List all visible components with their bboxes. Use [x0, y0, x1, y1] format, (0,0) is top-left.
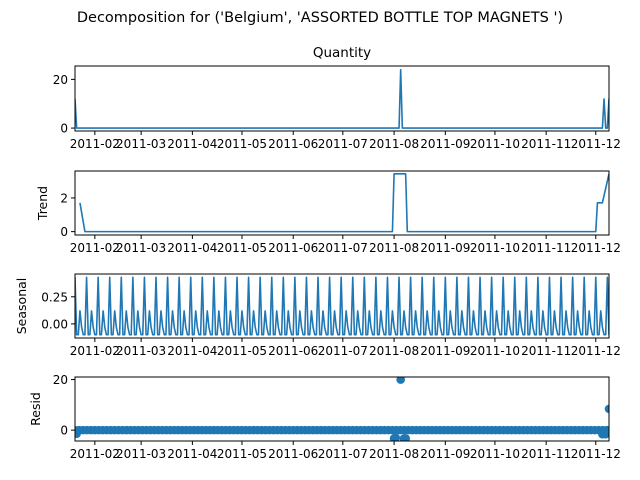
figure-title: Decomposition for ('Belgium', 'ASSORTED … [77, 10, 563, 26]
axes-frame [74, 65, 610, 132]
x-tick-label: 2011-03 [116, 447, 166, 461]
x-tick-label: 2011-02 [70, 344, 120, 358]
plot-area [75, 377, 609, 441]
resid-outlier [391, 433, 401, 441]
x-tick-label: 2011-12 [571, 137, 621, 151]
x-tick-label: 2011-10 [470, 137, 520, 151]
axes-frame [74, 170, 610, 236]
x-tick-label: 2011-04 [167, 344, 217, 358]
plot-area [79, 173, 609, 233]
series-line [79, 173, 609, 233]
x-tick-label: 2011-11 [521, 241, 571, 255]
x-tick-label: 2011-04 [167, 447, 217, 461]
x-tick-label: 2011-06 [268, 447, 318, 461]
plot-area [75, 68, 609, 129]
x-tick-label: 2011-06 [268, 344, 318, 358]
x-tick-label: 2011-03 [116, 344, 166, 358]
x-tick-label: 2011-10 [470, 344, 520, 358]
x-tick-label: 2011-11 [521, 447, 571, 461]
x-tick-label: 2011-03 [116, 241, 166, 255]
plot-area [75, 276, 609, 336]
x-tick-label: 2011-06 [268, 241, 318, 255]
x-tick-label: 2011-09 [420, 344, 470, 358]
axes-frame [74, 273, 610, 339]
y-tick-label: 20 [53, 373, 68, 387]
x-tick-label: 2011-02 [70, 241, 120, 255]
y-tick-label: 0 [60, 225, 68, 239]
x-tick-label: 2011-07 [318, 447, 368, 461]
y-axis-label: Trend [35, 186, 50, 221]
y-tick-label: 0.25 [41, 290, 68, 304]
y-axis-label: Seasonal [14, 278, 29, 335]
x-tick-label: 2011-05 [217, 447, 267, 461]
x-tick-label: 2011-11 [521, 137, 571, 151]
y-tick-label: 20 [53, 73, 68, 87]
x-tick-label: 2011-12 [571, 241, 621, 255]
x-tick-label: 2011-08 [369, 447, 419, 461]
x-tick-label: 2011-07 [318, 137, 368, 151]
y-tick-label: 2 [60, 191, 68, 205]
x-tick-label: 2011-04 [167, 241, 217, 255]
x-tick-label: 2011-12 [571, 344, 621, 358]
x-tick-label: 2011-03 [116, 137, 166, 151]
y-tick-label: 0 [60, 122, 68, 136]
x-tick-label: 2011-08 [369, 344, 419, 358]
y-tick-label: 0 [60, 424, 68, 438]
seasonal-line [75, 276, 609, 336]
x-tick-label: 2011-05 [217, 344, 267, 358]
x-tick-label: 2011-02 [70, 137, 120, 151]
x-tick-label: 2011-08 [369, 241, 419, 255]
x-tick-label: 2011-07 [318, 241, 368, 255]
x-tick-label: 2011-02 [70, 447, 120, 461]
x-tick-label: 2011-08 [369, 137, 419, 151]
x-tick-label: 2011-09 [420, 241, 470, 255]
x-tick-label: 2011-10 [470, 241, 520, 255]
axes-frame [74, 376, 610, 442]
resid-outlier [75, 429, 81, 438]
x-tick-label: 2011-05 [217, 137, 267, 151]
resid-outlier [401, 434, 410, 441]
x-tick-label: 2011-10 [470, 447, 520, 461]
y-axis-label: Resid [28, 392, 43, 426]
x-tick-label: 2011-09 [420, 137, 470, 151]
resid-outlier [604, 404, 609, 414]
resid-outlier [601, 429, 609, 439]
x-tick-label: 2011-12 [571, 447, 621, 461]
x-tick-label: 2011-04 [167, 137, 217, 151]
x-tick-label: 2011-06 [268, 137, 318, 151]
x-tick-label: 2011-09 [420, 447, 470, 461]
x-tick-label: 2011-05 [217, 241, 267, 255]
subplot-title: Quantity [313, 45, 371, 61]
resid-outlier [396, 377, 405, 384]
y-tick-label: 0.00 [41, 317, 68, 331]
x-tick-label: 2011-07 [318, 344, 368, 358]
x-tick-label: 2011-11 [521, 344, 571, 358]
series-line [75, 68, 609, 129]
